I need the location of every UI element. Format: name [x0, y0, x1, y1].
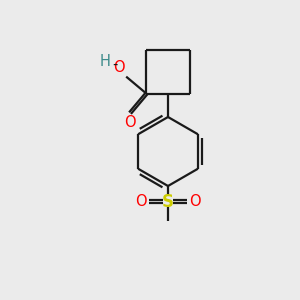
Text: -: -	[112, 56, 118, 71]
Text: O: O	[124, 115, 136, 130]
Text: H: H	[99, 53, 110, 68]
Text: O: O	[113, 60, 125, 75]
Text: O: O	[189, 194, 201, 209]
Text: S: S	[162, 193, 174, 211]
Text: O: O	[135, 194, 147, 209]
